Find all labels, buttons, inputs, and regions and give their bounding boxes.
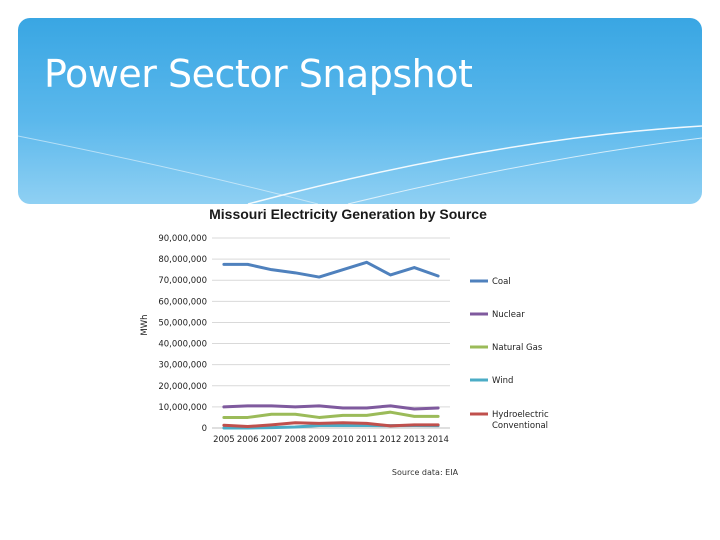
data-point: [413, 423, 416, 427]
data-point: [365, 422, 368, 425]
data-point: [222, 416, 226, 419]
legend-label: Wind: [492, 376, 513, 386]
y-tick-label: 50,000,000: [158, 318, 207, 328]
data-point: [222, 426, 226, 430]
legend-label: Conventional: [492, 421, 548, 431]
data-point: [246, 263, 249, 266]
data-point: [389, 410, 392, 414]
slide-title: Power Sector Snapshot: [44, 52, 473, 96]
y-axis-label: MWh: [140, 314, 150, 335]
data-point: [365, 406, 368, 410]
data-point: [341, 268, 345, 271]
y-tick-label: 70,000,000: [158, 276, 207, 286]
x-tick-label: 2013: [403, 435, 425, 445]
header-band: [18, 18, 702, 204]
data-point: [365, 261, 368, 264]
y-tick-label: 30,000,000: [158, 361, 207, 371]
data-point: [436, 406, 440, 410]
data-point: [436, 274, 440, 278]
x-tick-label: 2008: [284, 435, 306, 445]
data-point: [389, 273, 392, 277]
y-tick-label: 40,000,000: [158, 340, 207, 350]
data-point: [222, 405, 226, 409]
data-point: [436, 423, 440, 427]
data-point: [246, 416, 249, 419]
data-point: [389, 404, 392, 408]
data-point: [317, 416, 321, 419]
y-tick-label: 60,000,000: [158, 297, 207, 307]
data-point: [270, 426, 273, 429]
data-point: [365, 414, 368, 417]
data-point: [270, 423, 273, 427]
data-point: [270, 404, 273, 408]
legend-label: Natural Gas: [492, 343, 543, 353]
chart-title: Missouri Electricity Generation by Sourc…: [209, 206, 487, 222]
x-tick-label: 2005: [213, 435, 235, 445]
data-point: [294, 413, 297, 416]
data-point: [341, 424, 345, 427]
data-point: [436, 415, 440, 418]
y-tick-label: 20,000,000: [158, 382, 207, 392]
data-point: [294, 271, 297, 275]
y-tick-label: 90,000,000: [158, 234, 207, 244]
data-point: [270, 268, 273, 271]
legend-label: Hydroelectric: [492, 410, 549, 420]
series-line: [222, 260, 440, 279]
data-point: [341, 414, 345, 417]
x-tick-label: 2014: [427, 435, 449, 445]
x-tick-label: 2012: [380, 435, 402, 445]
data-point: [317, 424, 321, 427]
x-tick-label: 2010: [332, 435, 354, 445]
x-tick-label: 2009: [308, 435, 330, 445]
data-point: [294, 405, 297, 409]
series-line: [222, 404, 440, 411]
source-note: Source data: EIA: [391, 468, 459, 477]
x-tick-label: 2006: [237, 435, 259, 445]
legend-label: Nuclear: [492, 310, 525, 320]
data-point: [294, 421, 297, 424]
data-point: [317, 422, 321, 425]
data-point: [341, 406, 345, 410]
data-point: [317, 404, 321, 408]
data-point: [413, 407, 416, 411]
legend-label: Coal: [492, 277, 511, 287]
data-point: [246, 425, 249, 428]
data-point: [222, 263, 226, 266]
header-decoration: [18, 125, 702, 204]
data-point: [413, 266, 416, 269]
data-point: [246, 404, 249, 408]
data-point: [413, 415, 416, 418]
y-tick-label: 0: [202, 424, 207, 434]
data-point: [270, 413, 273, 416]
data-point: [389, 424, 392, 428]
data-point: [317, 275, 321, 279]
x-tick-label: 2011: [356, 435, 378, 445]
series-line: [222, 410, 440, 419]
y-tick-label: 80,000,000: [158, 255, 207, 265]
x-tick-label: 2007: [261, 435, 283, 445]
data-point: [222, 424, 226, 427]
series-line: [222, 421, 440, 429]
data-point: [294, 425, 297, 429]
y-tick-label: 10,000,000: [158, 403, 207, 413]
data-point: [341, 421, 345, 424]
